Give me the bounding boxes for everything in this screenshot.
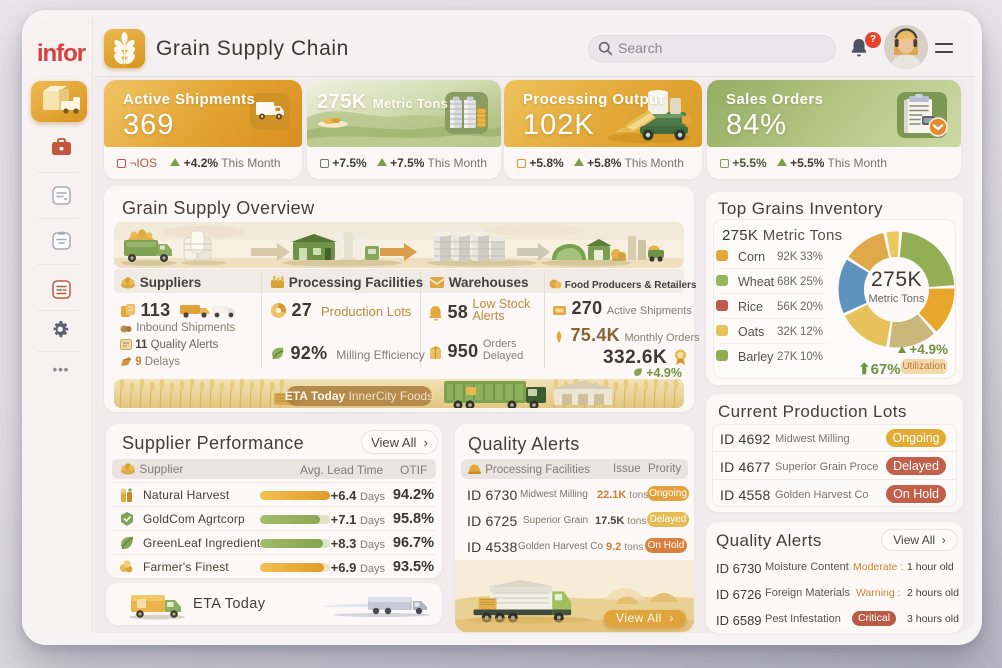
svg-text:Metric Tons: Metric Tons [868, 293, 925, 305]
svg-text:ETA Today InnerCity Foods: ETA Today InnerCity Foods [285, 389, 433, 403]
svg-text:275K: 275K [871, 268, 922, 291]
